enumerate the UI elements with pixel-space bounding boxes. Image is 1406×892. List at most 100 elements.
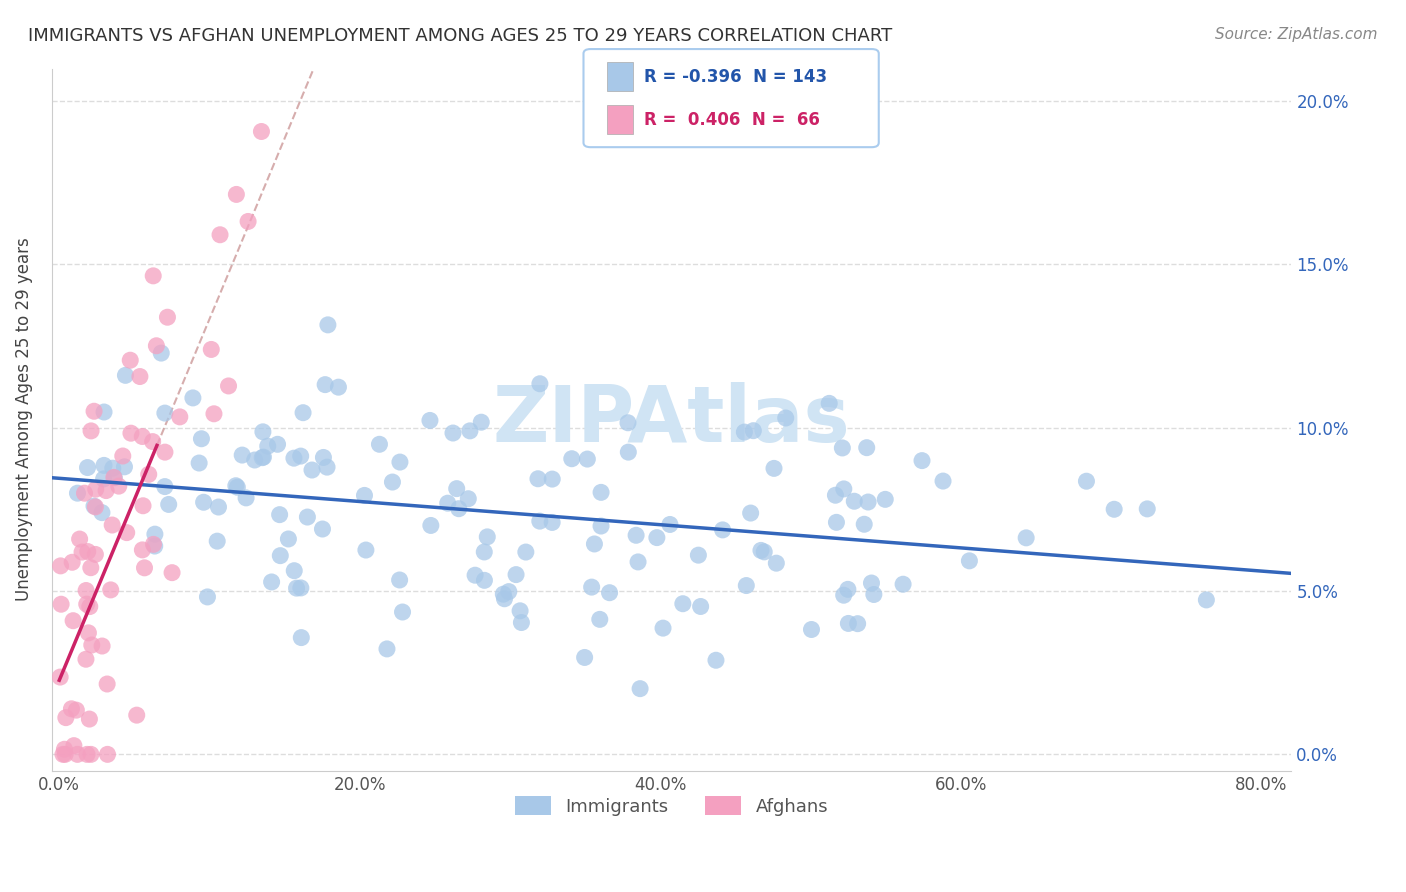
Point <box>388 455 411 469</box>
Point <box>328 380 350 394</box>
Point <box>617 416 640 430</box>
Point <box>510 615 533 630</box>
Point <box>627 555 650 569</box>
Point <box>297 510 319 524</box>
Point <box>76 747 98 762</box>
Point <box>375 641 398 656</box>
Point <box>290 581 312 595</box>
Point <box>436 496 458 510</box>
Point <box>419 518 441 533</box>
Point <box>250 124 273 138</box>
Point <box>599 585 621 599</box>
Point <box>84 548 107 562</box>
Point <box>711 523 734 537</box>
Point <box>208 227 231 242</box>
Point <box>60 702 83 716</box>
Point <box>818 396 841 410</box>
Point <box>231 448 253 462</box>
Point <box>844 494 866 508</box>
Legend: Immigrants, Afghans: Immigrants, Afghans <box>506 788 837 825</box>
Point <box>583 537 606 551</box>
Point <box>863 587 886 601</box>
Point <box>312 450 335 465</box>
Point <box>76 460 98 475</box>
Point <box>125 708 148 723</box>
Point <box>492 587 515 601</box>
Text: R =  0.406  N =  66: R = 0.406 N = 66 <box>644 111 820 128</box>
Point <box>252 425 274 439</box>
Point <box>316 318 339 332</box>
Point <box>153 445 176 459</box>
Point <box>225 187 247 202</box>
Point <box>132 499 155 513</box>
Point <box>156 310 179 325</box>
Point <box>311 522 333 536</box>
Point <box>143 539 166 553</box>
Point <box>419 413 441 427</box>
Point <box>472 545 495 559</box>
Point <box>193 495 215 509</box>
Point <box>188 456 211 470</box>
Point <box>93 405 115 419</box>
Text: R = -0.396  N = 143: R = -0.396 N = 143 <box>644 68 827 86</box>
Point <box>800 623 823 637</box>
Point <box>576 452 599 467</box>
Point <box>100 582 122 597</box>
Point <box>80 424 103 438</box>
Point <box>824 488 846 502</box>
Point <box>494 591 516 606</box>
Point <box>837 616 859 631</box>
Point <box>77 625 100 640</box>
Point <box>53 742 76 756</box>
Point <box>49 558 72 573</box>
Point <box>131 542 153 557</box>
Point <box>107 479 129 493</box>
Point <box>200 343 222 357</box>
Point <box>470 415 492 429</box>
Point <box>860 576 883 591</box>
Point <box>101 518 124 533</box>
Point <box>83 404 105 418</box>
Point <box>388 573 411 587</box>
Point <box>891 577 914 591</box>
Point <box>441 425 464 440</box>
Point <box>138 467 160 482</box>
Point <box>733 425 755 439</box>
Point <box>150 346 173 360</box>
Point <box>832 482 855 496</box>
Point <box>853 517 876 532</box>
Point <box>353 488 375 502</box>
Point <box>290 449 312 463</box>
Point <box>458 424 481 438</box>
Point <box>111 449 134 463</box>
Point <box>509 604 531 618</box>
Point <box>91 639 114 653</box>
Point <box>129 369 152 384</box>
Point <box>101 461 124 475</box>
Point <box>762 461 785 475</box>
Point <box>114 368 136 383</box>
Point <box>381 475 404 489</box>
Point <box>740 506 762 520</box>
Point <box>79 599 101 614</box>
Point <box>69 532 91 546</box>
Point <box>143 527 166 541</box>
Point <box>80 638 103 652</box>
Point <box>256 439 278 453</box>
Point <box>672 597 695 611</box>
Point <box>269 549 291 563</box>
Point <box>120 353 142 368</box>
Point <box>368 437 391 451</box>
Point <box>66 747 89 762</box>
Point <box>62 614 84 628</box>
Point <box>80 747 103 762</box>
Point <box>65 703 87 717</box>
Point <box>689 599 711 614</box>
Point <box>66 486 89 500</box>
Point <box>76 597 98 611</box>
Point <box>749 543 772 558</box>
Point <box>765 556 787 570</box>
Point <box>114 459 136 474</box>
Point <box>316 460 339 475</box>
Point <box>457 491 479 506</box>
